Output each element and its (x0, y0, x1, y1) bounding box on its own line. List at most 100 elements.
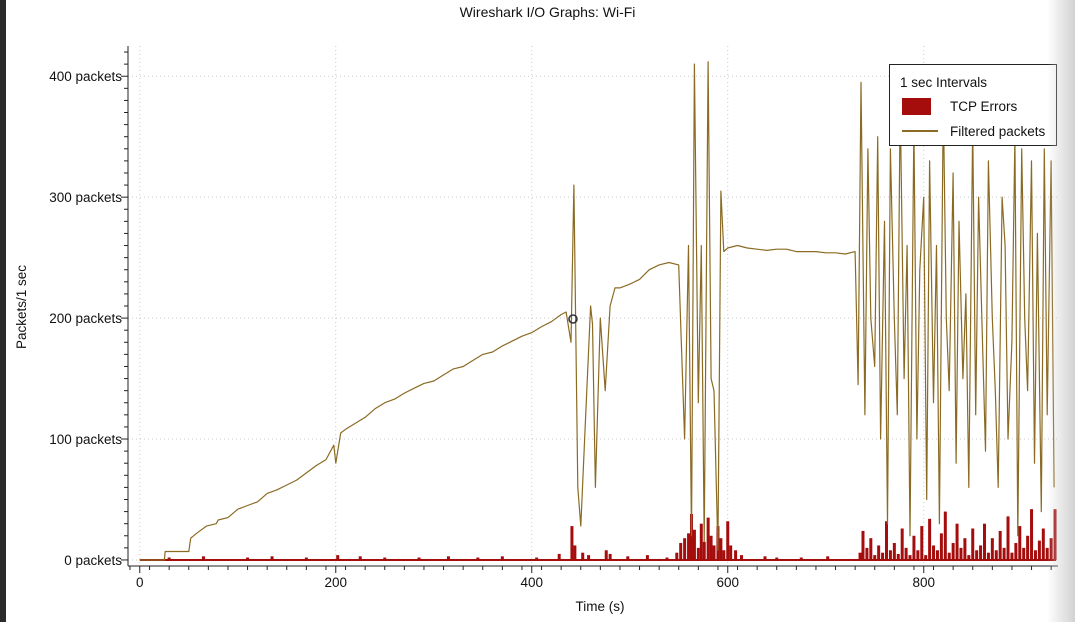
tcp-errors-bar (1030, 509, 1034, 560)
tcp-errors-bar (336, 555, 340, 560)
tcp-errors-bar (763, 556, 767, 560)
legend-swatch-bar-icon (902, 97, 931, 115)
tcp-errors-bar (896, 553, 900, 560)
legend-label-tcp-errors: TCP Errors (950, 98, 1018, 114)
legend-item-tcp-errors[interactable]: TCP Errors (902, 97, 1017, 115)
tcp-errors-bar (679, 543, 683, 560)
tcp-errors-bar (900, 528, 904, 560)
tcp-errors-series (139, 509, 1057, 561)
window-edge (0, 0, 6, 622)
tcp-errors-bar (951, 543, 955, 560)
tcp-errors-bar (994, 550, 998, 560)
tcp-errors-bar (570, 526, 574, 560)
tcp-errors-bar (358, 556, 362, 560)
tcp-errors-bar (557, 553, 561, 560)
x-tick-label: 400 (520, 575, 543, 590)
tcp-errors-bar (998, 530, 1002, 560)
legend: 1 sec Intervals TCP Errors Filtered pack… (889, 64, 1057, 146)
tcp-errors-bar (665, 557, 669, 560)
tcp-errors-bar (775, 557, 779, 560)
y-tick-label: 200 packets (49, 311, 122, 326)
tcp-errors-bar (939, 533, 943, 560)
x-tick-label: 200 (324, 575, 347, 590)
tcp-errors-bar (943, 511, 947, 560)
tcp-errors-bar (959, 547, 963, 560)
chart-title: Wireshark I/O Graphs: Wi-Fi (459, 4, 636, 20)
ticks: 0 200 400 600 800 0 packets 100 packets 200 pac… (49, 51, 1052, 590)
tcp-errors-bar (916, 550, 920, 560)
tcp-errors-bar (726, 521, 730, 560)
tcp-errors-bar (865, 547, 869, 560)
tcp-errors-bar (687, 533, 691, 560)
tcp-errors-bar (912, 535, 916, 560)
tcp-errors-bar (869, 538, 873, 560)
tcp-errors-bar (683, 538, 687, 560)
y-tick-label: 0 packets (64, 553, 122, 568)
tcp-errors-bar (1014, 543, 1018, 560)
tcp-errors-bar (971, 528, 975, 560)
x-tick-label: 600 (716, 575, 739, 590)
x-tick-label: 0 (136, 575, 144, 590)
tcp-errors-bar (975, 550, 979, 560)
tcp-errors-bar (167, 557, 171, 560)
tcp-errors-bar (645, 555, 649, 560)
tcp-errors-bar (500, 556, 504, 560)
tcp-errors-bar (888, 550, 892, 560)
tcp-errors-bar (734, 550, 738, 560)
tcp-errors-bar (1010, 552, 1014, 560)
tcp-errors-bar (908, 555, 912, 560)
tcp-errors-bar (699, 523, 703, 560)
tcp-errors-bar (983, 523, 987, 560)
tcp-errors-bar (967, 555, 971, 560)
legend-item-filtered-packets[interactable]: Filtered packets (902, 122, 1045, 140)
tcp-errors-bar (535, 557, 539, 560)
tcp-errors-bar (904, 547, 908, 560)
tcp-errors-bar (861, 530, 865, 560)
tcp-errors-bar (885, 521, 889, 560)
tcp-errors-bar (963, 538, 967, 560)
tcp-errors-bar (689, 514, 693, 560)
y-axis-title: Packets/1 sec (14, 265, 29, 349)
tcp-errors-bar (920, 526, 924, 560)
tcp-errors-bar (201, 556, 205, 560)
tcp-errors-bar (947, 552, 951, 560)
tcp-errors-bar (719, 538, 723, 560)
tcp-errors-bar (928, 518, 932, 560)
tcp-errors-bar (712, 545, 716, 560)
x-tick-label: 800 (912, 575, 935, 590)
tcp-errors-bar (417, 557, 421, 560)
tcp-errors-bar (739, 555, 743, 560)
tcp-errors-bar (722, 550, 726, 560)
tcp-errors-bar (799, 557, 803, 560)
tcp-errors-bar (675, 552, 679, 560)
x-axis-title: Time (s) (576, 599, 625, 614)
window-shadow (1047, 0, 1075, 622)
legend-swatch-line-icon (902, 130, 938, 132)
tcp-errors-bar (476, 557, 480, 560)
tcp-errors-bar (1022, 547, 1026, 560)
tcp-errors-bar (587, 555, 591, 560)
tcp-errors-bar (858, 552, 862, 560)
tcp-errors-bar (826, 556, 830, 560)
tcp-errors-bar (1002, 547, 1006, 560)
y-tick-label: 300 packets (49, 190, 122, 205)
tcp-errors-bar (932, 545, 936, 560)
tcp-errors-bar (1026, 535, 1030, 560)
tcp-errors-bar (304, 557, 308, 560)
tcp-errors-bar (1006, 516, 1010, 560)
tcp-errors-bar (924, 555, 928, 560)
cursor-marker[interactable] (568, 314, 578, 324)
tcp-errors-bar (696, 547, 700, 560)
y-tick-label: 100 packets (49, 432, 122, 447)
tcp-errors-bar (986, 552, 990, 560)
tcp-errors-bar (935, 550, 939, 560)
tcp-errors-bar (702, 541, 706, 560)
tcp-errors-bar (246, 557, 250, 560)
tcp-errors-bar (709, 535, 713, 560)
tcp-errors-bar (1033, 550, 1037, 560)
tcp-errors-bar (990, 538, 994, 560)
tcp-errors-bar (626, 556, 630, 560)
tcp-errors-bar (270, 556, 274, 560)
tcp-errors-bar (873, 555, 877, 560)
